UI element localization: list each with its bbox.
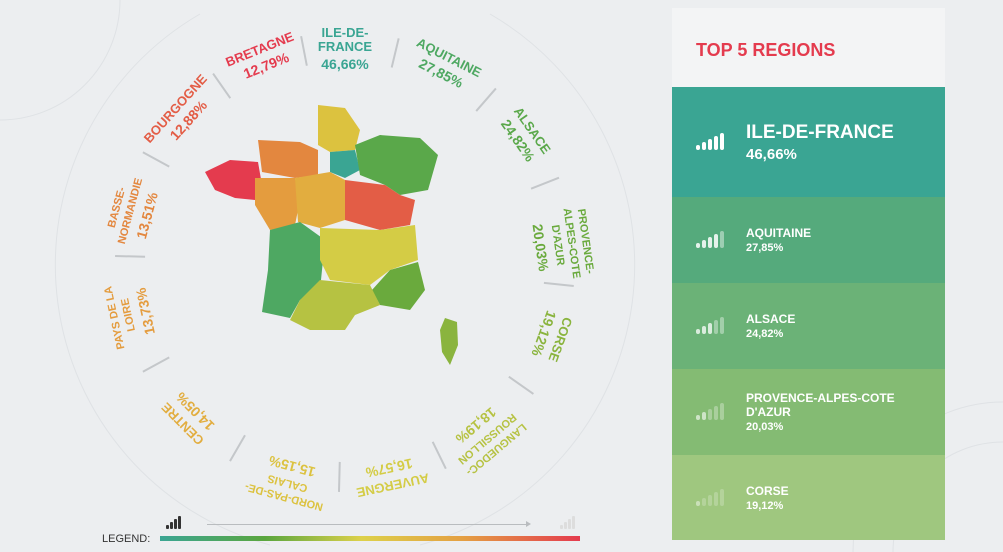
divider-tick (475, 87, 497, 112)
decor-arc (419, 13, 636, 546)
region-bourgogne[interactable] (345, 180, 415, 230)
region-languedoc[interactable] (290, 280, 380, 330)
region-row[interactable]: AQUITAINE 27,85% (672, 197, 945, 283)
divider-tick (229, 434, 246, 462)
row-value: 46,66% (746, 145, 797, 163)
row-name: CORSE (746, 483, 789, 498)
legend-arrow (207, 521, 531, 527)
divider-tick (508, 375, 534, 395)
divider-tick (431, 441, 447, 470)
region-corse[interactable] (440, 318, 458, 365)
row-value: 27,85% (746, 242, 784, 254)
region-alsace[interactable] (355, 135, 438, 195)
divider-tick (300, 36, 308, 66)
row-value: 19,12% (746, 499, 784, 512)
signal-strong-icon (166, 516, 181, 529)
divider-tick (530, 176, 560, 190)
row-name: ALSACE (746, 312, 796, 326)
decor-arc (0, 0, 121, 121)
signal-weak-icon (560, 516, 575, 529)
region-pays-de-la-loire[interactable] (255, 178, 300, 230)
row-name: PROVENCE-ALPES-COTE D'AZUR (746, 391, 895, 419)
top-regions-panel: TOP 5 REGIONS ILE-DE-FRANCE 46,66% AQUITAI… (672, 8, 945, 540)
divider-tick (337, 461, 341, 492)
divider-tick (142, 151, 170, 168)
row-value: 24,82% (746, 328, 784, 340)
region-nord[interactable] (318, 105, 360, 152)
divider-tick (212, 73, 232, 99)
signal-icon (696, 317, 724, 334)
region-label: ILE-DE-FRANCE 46,66% (295, 25, 395, 72)
divider-tick (142, 356, 170, 373)
region-auvergne[interactable] (320, 225, 418, 285)
region-row[interactable]: CORSE 19,12% (672, 455, 945, 540)
divider-tick (543, 281, 574, 288)
region-value: 46,66% (321, 56, 369, 72)
divider-tick (390, 38, 400, 68)
row-name: AQUITAINE (746, 226, 812, 240)
legend-label: LEGEND: (102, 533, 151, 545)
region-paca[interactable] (372, 262, 425, 310)
region-ile-de-france[interactable] (330, 150, 360, 178)
signal-icon (696, 403, 724, 420)
signal-icon (696, 488, 724, 506)
region-row[interactable]: ALSACE 24,82% (672, 283, 945, 369)
panel-title: TOP 5 REGIONS (672, 8, 945, 87)
radial-dividers (115, 36, 574, 492)
row-name: ILE-DE-FRANCE (746, 121, 894, 143)
row-value: 20,03% (746, 421, 784, 433)
decor-arc (54, 13, 271, 546)
region-row[interactable]: PROVENCE-ALPES-COTE D'AZUR 20,03% (672, 369, 945, 455)
region-row[interactable]: ILE-DE-FRANCE 46,66% (672, 87, 945, 197)
region-centre[interactable] (295, 172, 345, 228)
signal-icon (696, 133, 724, 150)
region-name: ILE-DE-FRANCE (317, 25, 373, 54)
signal-icon (696, 231, 724, 248)
region-bretagne[interactable] (205, 160, 262, 200)
region-basse-normandie[interactable] (258, 140, 318, 178)
legend-gradient (160, 536, 580, 541)
divider-tick (115, 254, 146, 258)
